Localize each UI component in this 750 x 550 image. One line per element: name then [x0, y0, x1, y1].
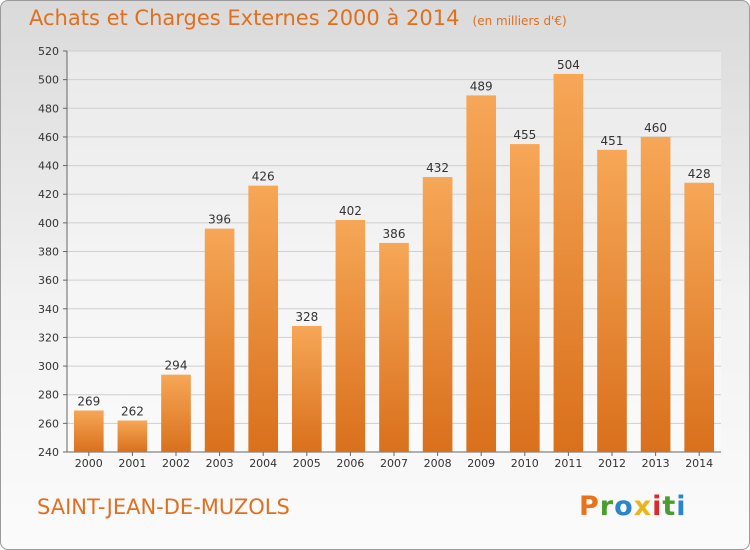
y-tick-label: 400	[38, 217, 59, 230]
chart-title-text: Achats et Charges Externes 2000 à 2014	[29, 6, 460, 30]
bar	[73, 410, 104, 452]
bar	[509, 144, 540, 452]
logo-letter: i	[676, 491, 687, 522]
y-tick-label: 520	[38, 45, 59, 58]
data-label: 432	[426, 161, 449, 175]
data-label: 428	[688, 167, 711, 181]
y-tick-label: 480	[38, 102, 59, 115]
data-label: 269	[77, 394, 100, 408]
x-tick-label: 2000	[75, 457, 103, 470]
data-label: 262	[121, 404, 144, 418]
bar	[684, 182, 715, 452]
y-tick-label: 280	[38, 389, 59, 402]
y-tick-label: 340	[38, 303, 59, 316]
y-tick-label: 260	[38, 417, 59, 430]
x-tick-label: 2005	[293, 457, 321, 470]
x-tick-label: 2009	[467, 457, 495, 470]
bar	[597, 149, 627, 452]
x-tick-label: 2007	[380, 457, 408, 470]
y-tick-label: 440	[38, 160, 59, 173]
bar	[379, 242, 409, 452]
logo-letter: P	[579, 491, 600, 522]
bar	[291, 325, 322, 452]
logo-letter: r	[599, 491, 615, 522]
bar	[466, 95, 497, 453]
y-tick-label: 500	[38, 74, 59, 87]
y-tick-label: 460	[38, 131, 59, 144]
bar	[640, 136, 671, 452]
data-label: 396	[208, 213, 231, 227]
logo-letter: i	[652, 491, 663, 522]
data-label: 489	[470, 79, 493, 93]
logo-letter: o	[614, 491, 634, 522]
x-tick-label: 2011	[554, 457, 582, 470]
y-tick-label: 240	[38, 446, 59, 459]
x-tick-label: 2012	[598, 457, 626, 470]
bar	[553, 73, 584, 453]
proxiti-logo: Proxiti	[579, 491, 687, 522]
bar	[117, 420, 148, 452]
data-label: 402	[339, 204, 362, 218]
data-label: 455	[513, 128, 536, 142]
x-tick-label: 2010	[511, 457, 539, 470]
bar	[161, 374, 191, 452]
location-name: SAINT-JEAN-DE-MUZOLS	[37, 495, 290, 519]
x-tick-label: 2014	[685, 457, 713, 470]
y-tick-label: 420	[38, 188, 59, 201]
y-tick-label: 300	[38, 360, 59, 373]
y-tick-label: 320	[38, 331, 59, 344]
y-tick-label: 360	[38, 274, 59, 287]
x-tick-label: 2013	[642, 457, 670, 470]
data-label: 328	[295, 310, 318, 324]
data-label: 460	[644, 121, 667, 135]
data-label: 386	[383, 227, 406, 241]
x-tick-label: 2002	[162, 457, 190, 470]
chart-title: Achats et Charges Externes 2000 à 2014 (…	[29, 6, 567, 30]
x-tick-label: 2008	[424, 457, 452, 470]
x-tick-label: 2004	[249, 457, 277, 470]
x-tick-label: 2006	[336, 457, 364, 470]
logo-letter: t	[662, 491, 677, 522]
data-label: 426	[252, 170, 275, 184]
y-tick-label: 380	[38, 246, 59, 259]
chart-unit: (en milliers d'€)	[472, 14, 567, 28]
bar	[335, 219, 366, 452]
x-tick-label: 2003	[206, 457, 234, 470]
bar	[248, 185, 279, 452]
x-tick-label: 2001	[118, 457, 146, 470]
data-label: 451	[601, 134, 624, 148]
data-label: 504	[557, 58, 580, 72]
logo-letter: x	[633, 491, 653, 522]
bar	[422, 177, 453, 452]
data-label: 294	[165, 359, 188, 373]
bar	[204, 228, 235, 452]
